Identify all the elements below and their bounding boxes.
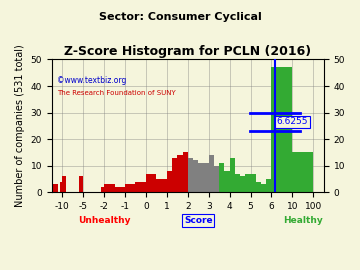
Bar [177, 155, 183, 193]
Bar [79, 176, 83, 193]
Bar [125, 184, 135, 193]
Bar [256, 182, 261, 193]
Bar [261, 184, 266, 193]
Title: Z-Score Histogram for PCLN (2016): Z-Score Histogram for PCLN (2016) [64, 45, 311, 58]
Bar [167, 171, 172, 193]
Bar [292, 153, 313, 193]
Bar [193, 160, 198, 193]
Bar [60, 182, 67, 193]
Bar [235, 174, 240, 193]
Bar [219, 163, 224, 193]
Bar [156, 179, 167, 193]
Bar [183, 153, 188, 193]
Bar [114, 187, 125, 193]
Bar [50, 184, 58, 193]
Bar [214, 166, 219, 193]
Bar [62, 176, 67, 193]
Bar [135, 182, 146, 193]
Bar [100, 187, 104, 193]
Bar [230, 158, 235, 193]
Bar [266, 179, 271, 193]
Bar [172, 158, 177, 193]
Text: Unhealthy: Unhealthy [78, 216, 130, 225]
Bar [240, 176, 245, 193]
Text: Healthy: Healthy [283, 216, 323, 225]
Bar [209, 155, 214, 193]
Text: ©www.textbiz.org: ©www.textbiz.org [57, 76, 127, 85]
Bar [188, 158, 193, 193]
Text: Sector: Consumer Cyclical: Sector: Consumer Cyclical [99, 12, 261, 22]
Bar [271, 68, 292, 193]
Y-axis label: Number of companies (531 total): Number of companies (531 total) [15, 45, 25, 207]
Text: The Research Foundation of SUNY: The Research Foundation of SUNY [57, 90, 176, 96]
Bar [146, 174, 156, 193]
Bar [198, 163, 203, 193]
Text: Score: Score [184, 216, 212, 225]
Text: 6.6255: 6.6255 [277, 117, 308, 126]
Bar [203, 163, 209, 193]
Bar [104, 184, 114, 193]
Bar [245, 174, 251, 193]
Bar [251, 174, 256, 193]
Bar [224, 171, 230, 193]
